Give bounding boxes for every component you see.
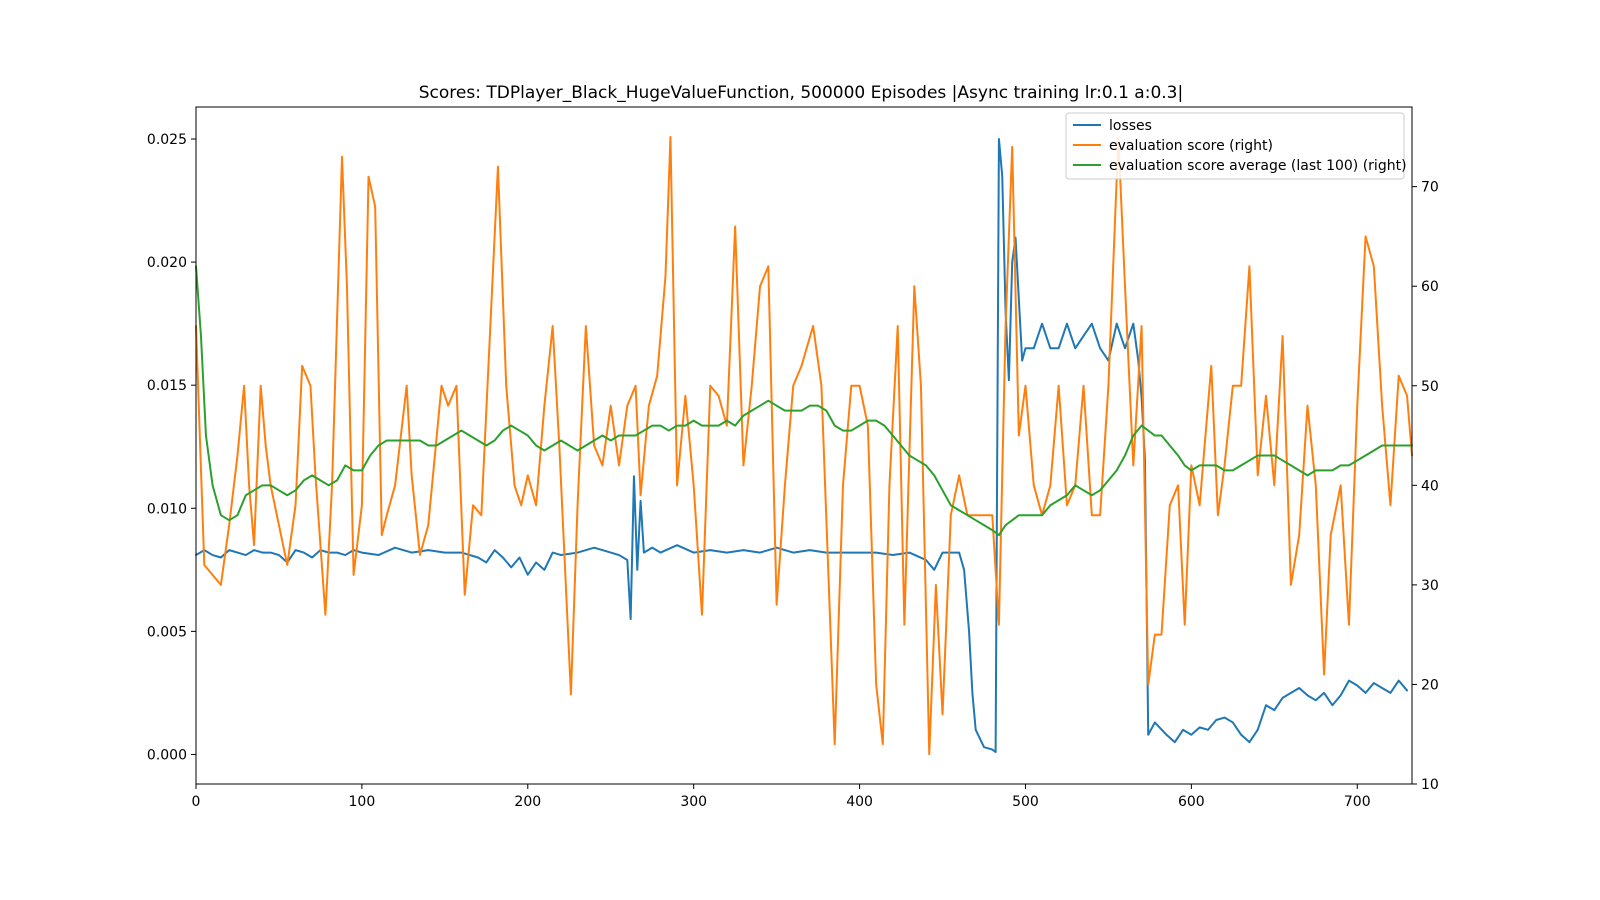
y-right-tick-label: 10 — [1421, 777, 1439, 793]
x-tick-label: 700 — [1344, 794, 1371, 810]
series-line-2 — [195, 265, 1413, 537]
legend-label-2: evaluation score average (last 100) (rig… — [1109, 158, 1407, 174]
legend-label-1: evaluation score (right) — [1109, 138, 1273, 154]
legend: losses evaluation score (right) evaluation… — [1065, 112, 1407, 180]
plot-frame — [195, 106, 1413, 785]
series-lines — [195, 135, 1413, 756]
y-axis-right: 10 20 30 40 50 60 70 — [1412, 180, 1439, 793]
x-tick-label: 300 — [680, 794, 707, 810]
legend-box — [1065, 112, 1405, 180]
y-left-tick-label: 0.010 — [147, 501, 187, 517]
y-right-tick-label: 40 — [1421, 478, 1439, 494]
y-right-tick-label: 30 — [1421, 578, 1439, 594]
series-line-0 — [195, 138, 1409, 753]
y-right-tick-label: 70 — [1421, 180, 1439, 196]
y-right-tick-label: 20 — [1421, 677, 1439, 693]
x-tick-label: 400 — [846, 794, 873, 810]
x-tick-label: 500 — [1012, 794, 1039, 810]
legend-label-0: losses — [1109, 118, 1152, 134]
x-tick-label: 600 — [1178, 794, 1205, 810]
y-left-tick-label: 0.000 — [147, 747, 187, 763]
y-right-tick-label: 50 — [1421, 379, 1439, 395]
series-line-1 — [195, 135, 1413, 756]
y-right-tick-label: 60 — [1421, 279, 1439, 295]
y-left-tick-label: 0.025 — [147, 132, 187, 148]
y-left-tick-label: 0.005 — [147, 624, 187, 640]
y-left-tick-label: 0.020 — [147, 255, 187, 271]
x-tick-label: 0 — [192, 794, 201, 810]
y-left-tick-label: 0.015 — [147, 378, 187, 394]
y-axis-left: 0.000 0.005 0.010 0.015 0.020 0.025 — [147, 132, 196, 763]
chart-title: Scores: TDPlayer_Black_HugeValueFunction… — [419, 83, 1183, 103]
x-axis: 0 100 200 300 400 500 600 700 — [192, 784, 1371, 810]
x-tick-label: 200 — [514, 794, 541, 810]
x-tick-label: 100 — [349, 794, 376, 810]
